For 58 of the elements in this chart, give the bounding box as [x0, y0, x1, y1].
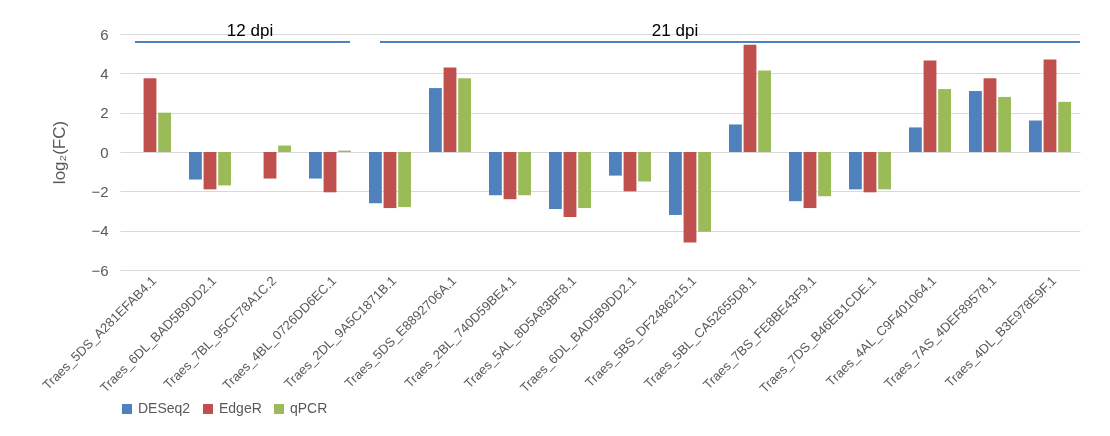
bar: [969, 91, 982, 152]
bar: [189, 152, 202, 180]
annotation: 21 dpi: [651, 21, 699, 40]
y-tick-label: 2: [100, 104, 109, 122]
bar: [863, 152, 877, 193]
bar: [323, 152, 337, 193]
bar: [218, 152, 231, 186]
bar: [789, 152, 802, 202]
y-axis-title: log₂(FC): [50, 120, 70, 185]
bar: [143, 78, 157, 152]
legend-label: EdgeR: [219, 400, 262, 416]
bar: [158, 112, 171, 152]
bar: [623, 152, 637, 192]
y-tick-label: −6: [91, 261, 109, 279]
bar: [518, 152, 531, 196]
bar: [909, 127, 922, 152]
y-tick-label: 6: [100, 25, 109, 43]
bar: [743, 44, 757, 152]
bar: [309, 152, 322, 179]
bar: [878, 152, 891, 190]
bar: [369, 152, 382, 204]
bar: [983, 78, 997, 152]
bar: [818, 152, 831, 197]
bar: [549, 152, 562, 210]
bar: [609, 152, 622, 176]
bar: [683, 152, 697, 243]
bar: [563, 152, 577, 217]
bar: [503, 152, 517, 200]
bar: [398, 152, 411, 208]
bar: [1058, 101, 1071, 152]
bar: [998, 96, 1011, 152]
bar: [1029, 120, 1042, 152]
y-tick-label: 0: [100, 143, 109, 161]
y-tick-label: −4: [91, 222, 109, 240]
bar: [458, 78, 471, 152]
bar: [383, 152, 397, 209]
bar: [923, 60, 937, 152]
bar: [203, 152, 217, 190]
bar: [443, 67, 457, 152]
bar: [698, 152, 711, 232]
bar: [938, 89, 951, 152]
bar: [1043, 59, 1057, 152]
bar: [578, 152, 591, 209]
bar: [669, 152, 682, 215]
bar: [803, 152, 817, 209]
bar: [638, 152, 651, 182]
annotation: 12 dpi: [226, 21, 274, 40]
bar: [263, 152, 277, 179]
legend-label: qPCR: [290, 400, 328, 416]
bar: [758, 70, 771, 152]
y-tick-label: −2: [91, 182, 109, 200]
bar: [849, 152, 862, 190]
bar: [278, 145, 291, 152]
bar: [729, 124, 742, 152]
bar: [429, 88, 442, 152]
y-tick-label: 4: [100, 64, 109, 82]
legend-label: DESeq2: [138, 400, 191, 416]
bar: [489, 152, 502, 196]
